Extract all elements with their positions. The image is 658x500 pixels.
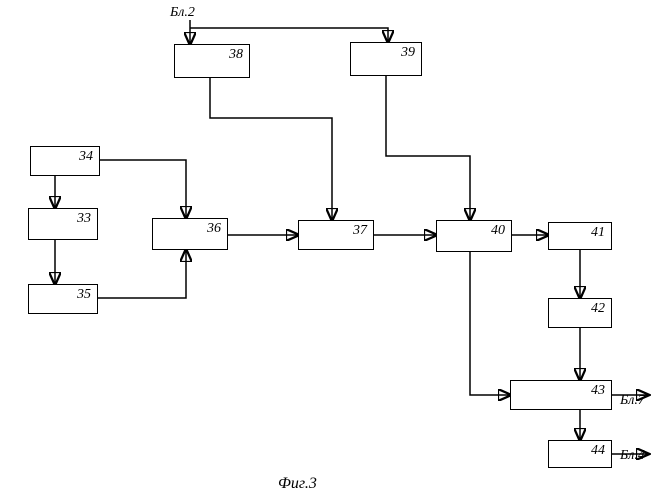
- label-out-43: Бл.7: [620, 393, 645, 409]
- node-37: 37: [298, 220, 374, 250]
- node-33: 33: [28, 208, 98, 240]
- node-41: 41: [548, 222, 612, 250]
- node-35: 35: [28, 284, 98, 314]
- diagram-canvas: 33 34 35 36 37 38 39 40 41 42 43 44 Бл.2…: [0, 0, 658, 500]
- node-42: 42: [548, 298, 612, 328]
- label-out-44: Бл.4: [620, 448, 645, 464]
- label-input-top: Бл.2: [170, 5, 195, 21]
- node-39: 39: [350, 42, 422, 76]
- node-38: 38: [174, 44, 250, 78]
- node-36: 36: [152, 218, 228, 250]
- node-44: 44: [548, 440, 612, 468]
- node-40: 40: [436, 220, 512, 252]
- figure-caption: Фиг.3: [278, 475, 317, 493]
- edges-layer: [0, 0, 658, 500]
- node-34: 34: [30, 146, 100, 176]
- node-43: 43: [510, 380, 612, 410]
